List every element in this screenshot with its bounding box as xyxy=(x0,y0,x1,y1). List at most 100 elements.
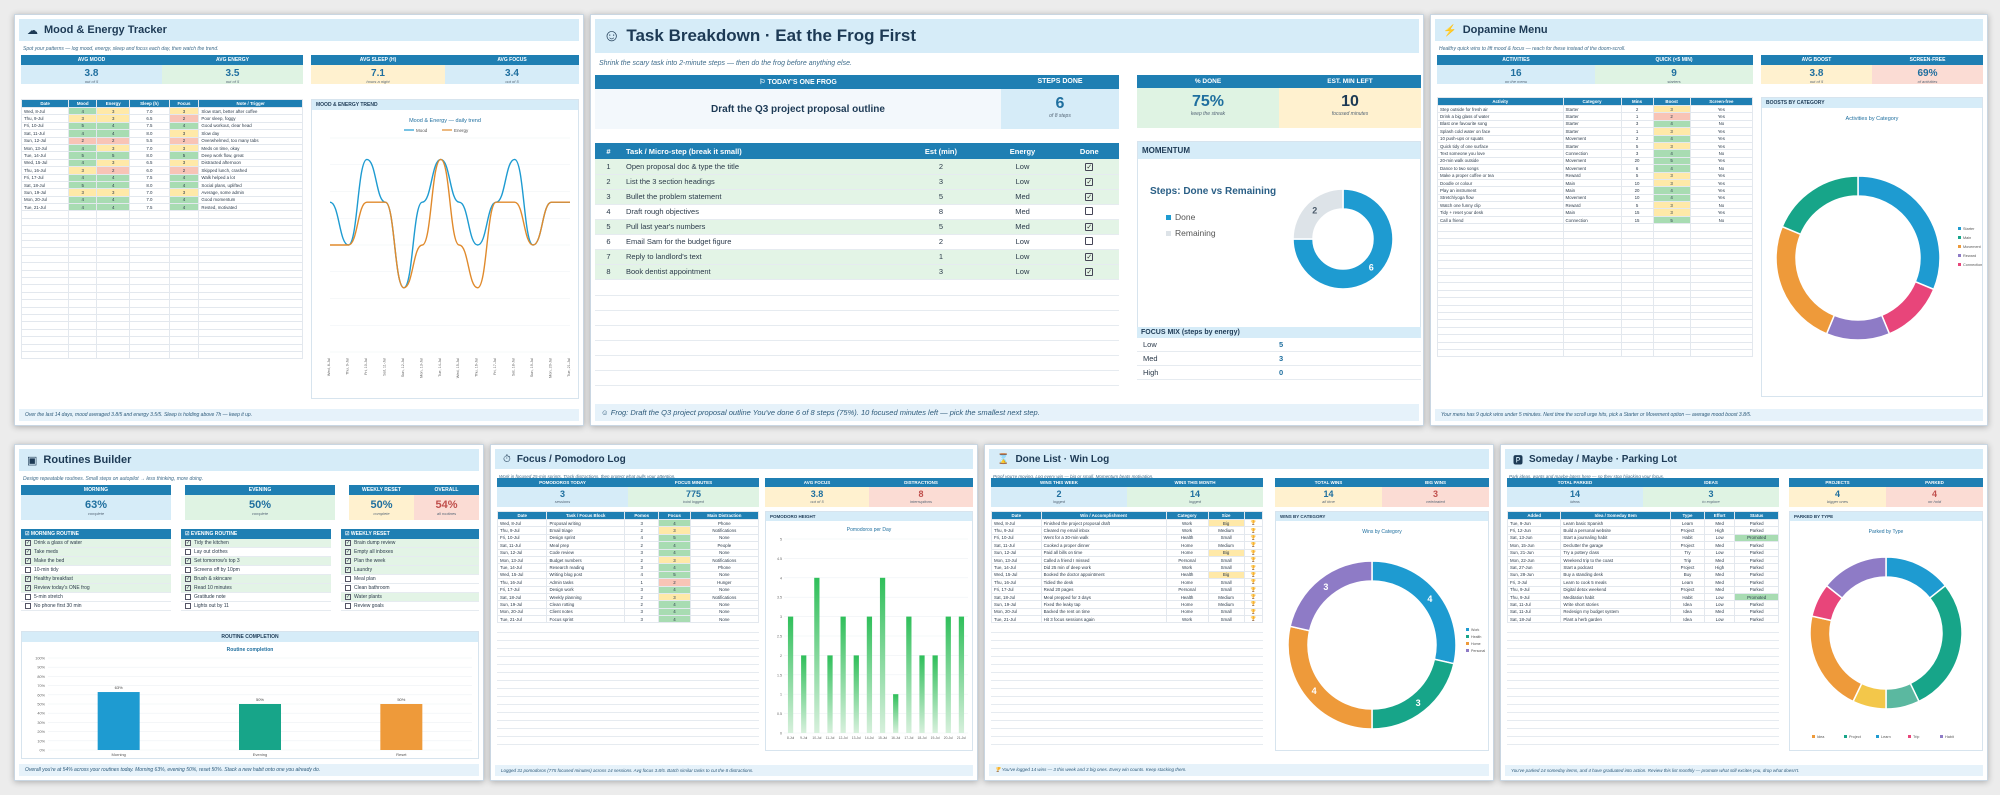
table-cell: 5.5 xyxy=(129,136,170,145)
routine-item[interactable]: Lights out by 11 xyxy=(181,602,331,611)
checkbox[interactable] xyxy=(185,548,191,555)
checkbox[interactable]: ✓ xyxy=(185,575,191,582)
checkbox[interactable]: ✓ xyxy=(25,557,31,564)
checkbox[interactable]: ✓ xyxy=(185,584,191,591)
table-cell: Parked xyxy=(1734,570,1779,580)
routine-item[interactable]: ✓ Brain dump review xyxy=(341,539,479,548)
done-checkbox[interactable] xyxy=(1060,204,1119,219)
routine-item[interactable]: ✓ Brush & skincare xyxy=(181,575,331,584)
task-row[interactable]: 4 Draft rough objectives 8 Med xyxy=(595,204,1119,219)
routine-item[interactable]: 5-min stretch xyxy=(21,593,171,602)
routine-item[interactable]: 10-min tidy xyxy=(21,566,171,575)
trophy-icon: 🏆 xyxy=(1243,518,1264,528)
checkbox[interactable]: ✓ xyxy=(185,557,191,564)
done-checkbox[interactable]: ✓ xyxy=(1060,174,1119,189)
done-checkbox[interactable]: ✓ xyxy=(1060,189,1119,204)
routine-item[interactable]: ✓ Take meds xyxy=(21,548,171,557)
done-checkbox[interactable]: ✓ xyxy=(1060,159,1119,174)
task-row[interactable]: 1 Open proposal doc & type the title 2 Low ✓ xyxy=(595,159,1119,174)
task-row[interactable]: 5 Pull last year's numbers 5 Med ✓ xyxy=(595,219,1119,234)
checkbox[interactable]: ✓ xyxy=(1085,162,1094,171)
routine-item[interactable]: ✓ Healthy breakfast xyxy=(21,575,171,584)
task-row[interactable]: 2 List the 3 section headings 3 Low ✓ xyxy=(595,174,1119,189)
checkbox[interactable] xyxy=(25,602,31,609)
checkbox[interactable]: ✓ xyxy=(1085,223,1094,231)
checkbox[interactable]: ✓ xyxy=(25,575,31,582)
task-row[interactable]: 3 Bullet the problem statement 5 Med ✓ xyxy=(595,189,1119,204)
routine-item[interactable]: Lay out clothes xyxy=(181,548,331,557)
table-row: Tue, 21-Jul Focus sprint 3 4 None xyxy=(496,615,760,624)
table-row: Call a friend Connection 15 5 No xyxy=(1437,215,1754,225)
column-header: Est (min) xyxy=(924,146,958,156)
table-row: Mon, 20-Jul Backed the rent on time Home Sm… xyxy=(991,607,1264,617)
routine-item[interactable]: ✓ Tidy the kitchen xyxy=(181,539,331,548)
checkbox[interactable] xyxy=(345,584,351,591)
checkbox[interactable]: ✓ xyxy=(345,548,351,555)
table-cell: Tue, 21-Jul xyxy=(20,203,70,212)
checkbox[interactable]: ✓ xyxy=(185,539,191,546)
checkbox[interactable] xyxy=(185,602,191,609)
checkbox[interactable]: ✓ xyxy=(1085,253,1094,261)
checkbox[interactable] xyxy=(345,575,351,582)
task-row[interactable]: 8 Book dentist appointment 3 Low ✓ xyxy=(595,264,1119,279)
checkbox[interactable]: ✓ xyxy=(1085,178,1094,186)
empty-rows xyxy=(595,281,1119,393)
trophy-icon: 🏆 xyxy=(1243,541,1264,550)
done-checkbox[interactable]: ✓ xyxy=(1060,249,1119,264)
pct-done-value: 75% xyxy=(1191,93,1225,110)
routine-item[interactable]: Gratitude note xyxy=(181,593,331,602)
routine-item[interactable]: ✓ Water plants xyxy=(341,593,479,602)
checkbox[interactable]: ✓ xyxy=(25,584,31,591)
trophy-icon: 🏆 xyxy=(1243,563,1264,572)
table-cell: Tue, 14-Jul xyxy=(991,563,1042,572)
x-tick-label: 12-Jul xyxy=(839,736,848,740)
slice-label: 4 xyxy=(1312,686,1317,696)
table-cell: Mon, 15-Jun xyxy=(1506,541,1562,550)
routine-item[interactable]: ✓ Read 10 minutes xyxy=(181,584,331,593)
column-header: Task / Micro-step (break it small) xyxy=(626,146,742,156)
done-checkbox[interactable]: ✓ xyxy=(1060,219,1119,234)
done-checkbox[interactable] xyxy=(1060,234,1119,249)
routine-item[interactable]: ✓ Laundry xyxy=(341,566,479,575)
routine-item[interactable]: ✓ Set tomorrow's top 3 xyxy=(181,557,331,566)
routine-item[interactable]: ✓ Drink a glass of water xyxy=(21,539,171,548)
checkbox[interactable]: ✓ xyxy=(1085,193,1094,201)
table-cell: Low xyxy=(1703,592,1736,602)
focus-mix-row: High 0 xyxy=(1137,366,1421,380)
checkbox[interactable]: ✓ xyxy=(345,557,351,564)
checkbox[interactable] xyxy=(185,566,191,573)
checkbox[interactable] xyxy=(185,593,191,600)
routine-item[interactable]: Meal plan xyxy=(341,575,479,584)
chart-label: ROUTINE COMPLETION xyxy=(22,632,478,642)
routine-item[interactable]: Clean bathroom xyxy=(341,584,479,593)
table-row: Wed, 8-Jul Finished the project proposal … xyxy=(991,518,1264,528)
routine-item[interactable]: ✓ Make the bed xyxy=(21,557,171,566)
checkbox[interactable] xyxy=(25,566,31,573)
checkbox[interactable] xyxy=(345,602,351,609)
table-cell: Splash cold water on face xyxy=(1437,127,1564,136)
routine-item[interactable]: Screens off by 10pm xyxy=(181,566,331,575)
task-row[interactable]: 7 Reply to landlord's text 1 Low ✓ xyxy=(595,249,1119,264)
checkbox[interactable]: ✓ xyxy=(345,539,351,546)
donut-slice xyxy=(1825,556,1887,600)
task-row[interactable]: 6 Email Sam for the budget figure 2 Low xyxy=(595,234,1119,249)
checkbox[interactable]: ✓ xyxy=(1085,268,1094,276)
parking-icon: 🅿 xyxy=(1513,455,1523,467)
table-cell: Small xyxy=(1207,585,1245,594)
done-checkbox[interactable]: ✓ xyxy=(1060,264,1119,279)
checkbox[interactable]: ✓ xyxy=(345,566,351,573)
routine-item[interactable]: Review goals xyxy=(341,602,479,611)
checkbox[interactable]: ✓ xyxy=(25,539,31,546)
timer-icon: ⏱ xyxy=(503,453,511,465)
routine-item[interactable]: No phone first 30 min xyxy=(21,602,171,611)
checkbox[interactable] xyxy=(25,593,31,600)
routine-item[interactable]: ✓ Empty all inboxes xyxy=(341,548,479,557)
routine-item[interactable]: ✓ Review today's ONE frog xyxy=(21,584,171,593)
checkbox[interactable] xyxy=(1085,236,1094,245)
checkbox[interactable]: ✓ xyxy=(25,548,31,555)
dopamine-panel: ⚡ Dopamine Menu Healthy quick wins to lif… xyxy=(1430,14,1988,426)
checkbox[interactable] xyxy=(1085,206,1094,215)
table-cell: Parked xyxy=(1734,555,1779,565)
routine-item[interactable]: ✓ Plan the week xyxy=(341,557,479,566)
checkbox[interactable]: ✓ xyxy=(345,593,351,600)
